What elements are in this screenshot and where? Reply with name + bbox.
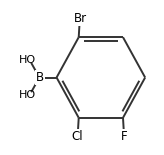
Text: B: B (36, 71, 44, 84)
Text: HO: HO (19, 90, 36, 100)
Text: F: F (121, 130, 128, 143)
Text: HO: HO (19, 55, 36, 65)
Text: Cl: Cl (71, 130, 83, 143)
Text: Br: Br (74, 12, 87, 25)
